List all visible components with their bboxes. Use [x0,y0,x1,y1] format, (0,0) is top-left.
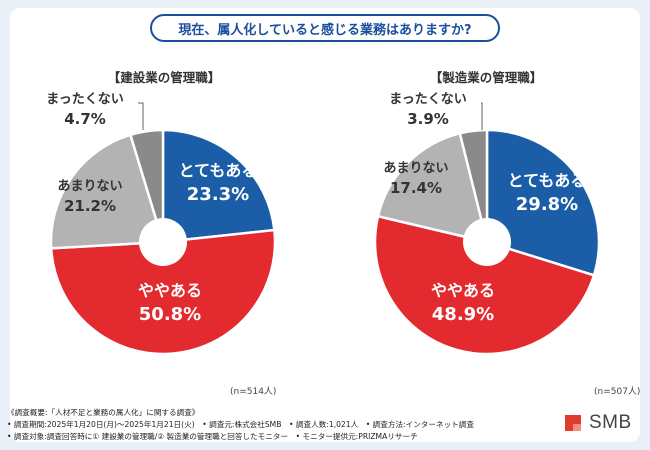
chart-title-construction: 【建設業の管理職】 [107,70,221,85]
chart-title-manufacturing: 【製造業の管理職】 [429,70,543,85]
smb-logo-text: SMB [589,412,632,433]
slice-value-construction-amari: 21.2% [64,197,116,215]
survey-overview: 《調査概要:「人材不足と業務の属人化」に関する調査》 • 調査期間:2025年1… [7,407,474,443]
slice-label-construction-totemo: とてもある [179,161,258,180]
slice-label-manufacturing-totemo: とてもある [508,171,587,190]
pie-slice-manufacturing-totemo [485,128,601,277]
survey-overview-target: • 調査対象:調査回答時に① 建設業の管理職/② 製造業の管理職と回答したモニタ… [7,432,418,441]
slice-label-manufacturing-yaya: ややある [431,281,495,300]
pie-slice-construction-yaya [49,228,277,356]
smb-logo-icon [565,415,581,431]
pie-slice-manufacturing-yaya [373,214,596,356]
leader-line-construction-mattaku [138,102,144,130]
slice-value-manufacturing-totemo: 29.8% [516,194,578,215]
slice-value-manufacturing-amari: 17.4% [390,179,442,197]
slice-label-construction-mattaku: まったくない [46,92,123,107]
pie-slice-manufacturing-mattaku [458,128,489,243]
slice-value-manufacturing-yaya: 48.9% [432,304,494,325]
smb-logo: SMB [562,412,632,434]
survey-overview-details: • 調査期間:2025年1月20日(月)〜2025年1月21日(火) • 調査元… [7,420,474,429]
survey-overview-heading: 《調査概要:「人材不足と業務の属人化」に関する調査》 [7,408,200,417]
slice-label-construction-amari: あまりない [57,179,122,194]
leader-line-manufacturing-mattaku [481,102,483,130]
slice-value-construction-totemo: 23.3% [187,184,249,205]
slice-value-manufacturing-mattaku: 3.9% [407,110,449,128]
pie-center-hole-construction [139,218,187,266]
pie-slice-construction-mattaku [128,128,165,243]
survey-question-title: 現在、属人化していると感じる業務はありますか? [150,14,500,42]
sample-size-construction: (n=514人) [230,387,277,397]
pie-slice-construction-totemo [161,128,276,244]
slice-label-manufacturing-mattaku: まったくない [389,92,466,107]
slice-label-manufacturing-amari: あまりない [383,161,448,176]
pie-center-hole-manufacturing [463,218,511,266]
slice-value-construction-yaya: 50.8% [139,304,201,325]
slice-label-construction-yaya: ややある [138,281,202,300]
slice-value-construction-mattaku: 4.7% [64,110,106,128]
pie-slice-construction-amari [49,133,165,250]
sample-size-manufacturing: (n=507人) [594,387,641,397]
pie-slice-manufacturing-amari [376,131,489,244]
